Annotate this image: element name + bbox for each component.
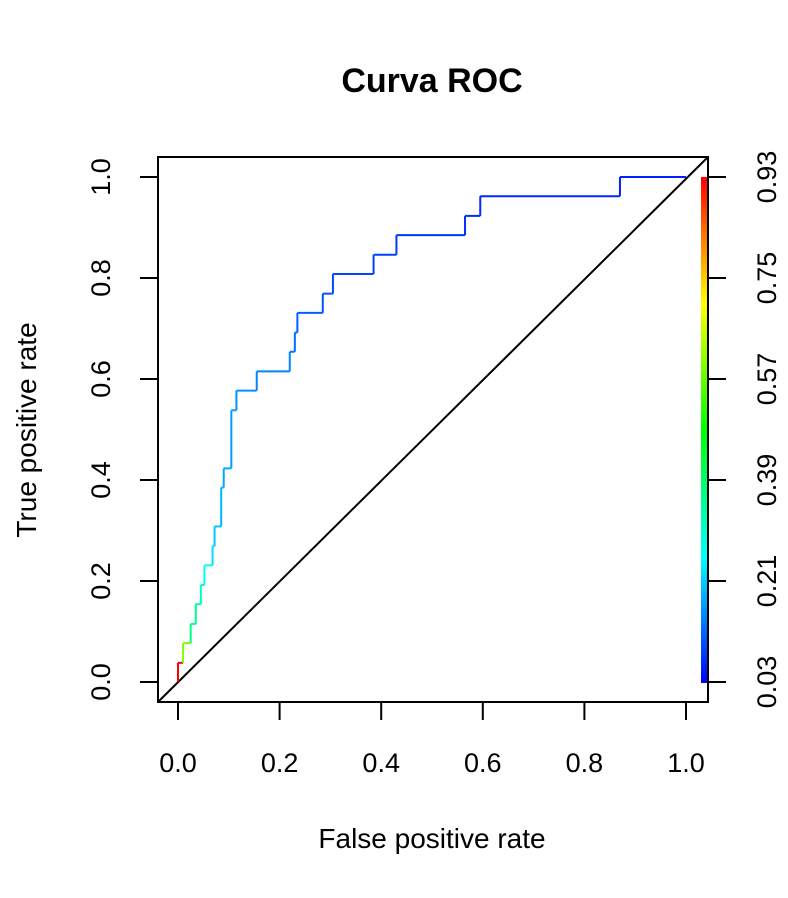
colorbar-tick-label: 0.75 (752, 252, 782, 305)
y-tick-label: 0.6 (86, 360, 116, 398)
y-tick-label: 0.0 (86, 663, 116, 701)
colorbar-strip (701, 177, 707, 683)
colorbar-tick-label: 0.57 (752, 353, 782, 406)
y-tick-label: 0.4 (86, 461, 116, 499)
x-tick-label: 0.4 (362, 748, 400, 778)
x-tick-label: 0.6 (464, 748, 502, 778)
colorbar (701, 177, 707, 683)
colorbar-tick-label: 0.21 (752, 555, 782, 608)
colorbar-tick-label: 0.93 (752, 151, 782, 204)
y-tick-label: 0.2 (86, 562, 116, 600)
x-tick-label: 1.0 (667, 748, 705, 778)
x-tick-label: 0.2 (261, 748, 299, 778)
roc-curve (177, 176, 686, 682)
chart-title: Curva ROC (341, 62, 522, 100)
x-tick-label: 0.0 (159, 748, 197, 778)
right-axis: 0.03 0.21 0.39 0.57 0.75 0.93 (707, 151, 782, 709)
y-tick-label: 0.8 (86, 259, 116, 297)
x-axis: 0.0 0.2 0.4 0.6 0.8 1.0 (159, 701, 705, 778)
y-axis-label: True positive rate (11, 322, 42, 537)
colorbar-tick-label: 0.39 (752, 454, 782, 507)
y-axis: 0.0 0.2 0.4 0.6 0.8 1.0 (86, 158, 159, 701)
x-tick-label: 0.8 (566, 748, 604, 778)
colorbar-tick-label: 0.03 (752, 656, 782, 709)
diagonal-reference-line (157, 156, 709, 703)
y-tick-label: 1.0 (86, 158, 116, 196)
x-axis-label: False positive rate (318, 823, 545, 854)
